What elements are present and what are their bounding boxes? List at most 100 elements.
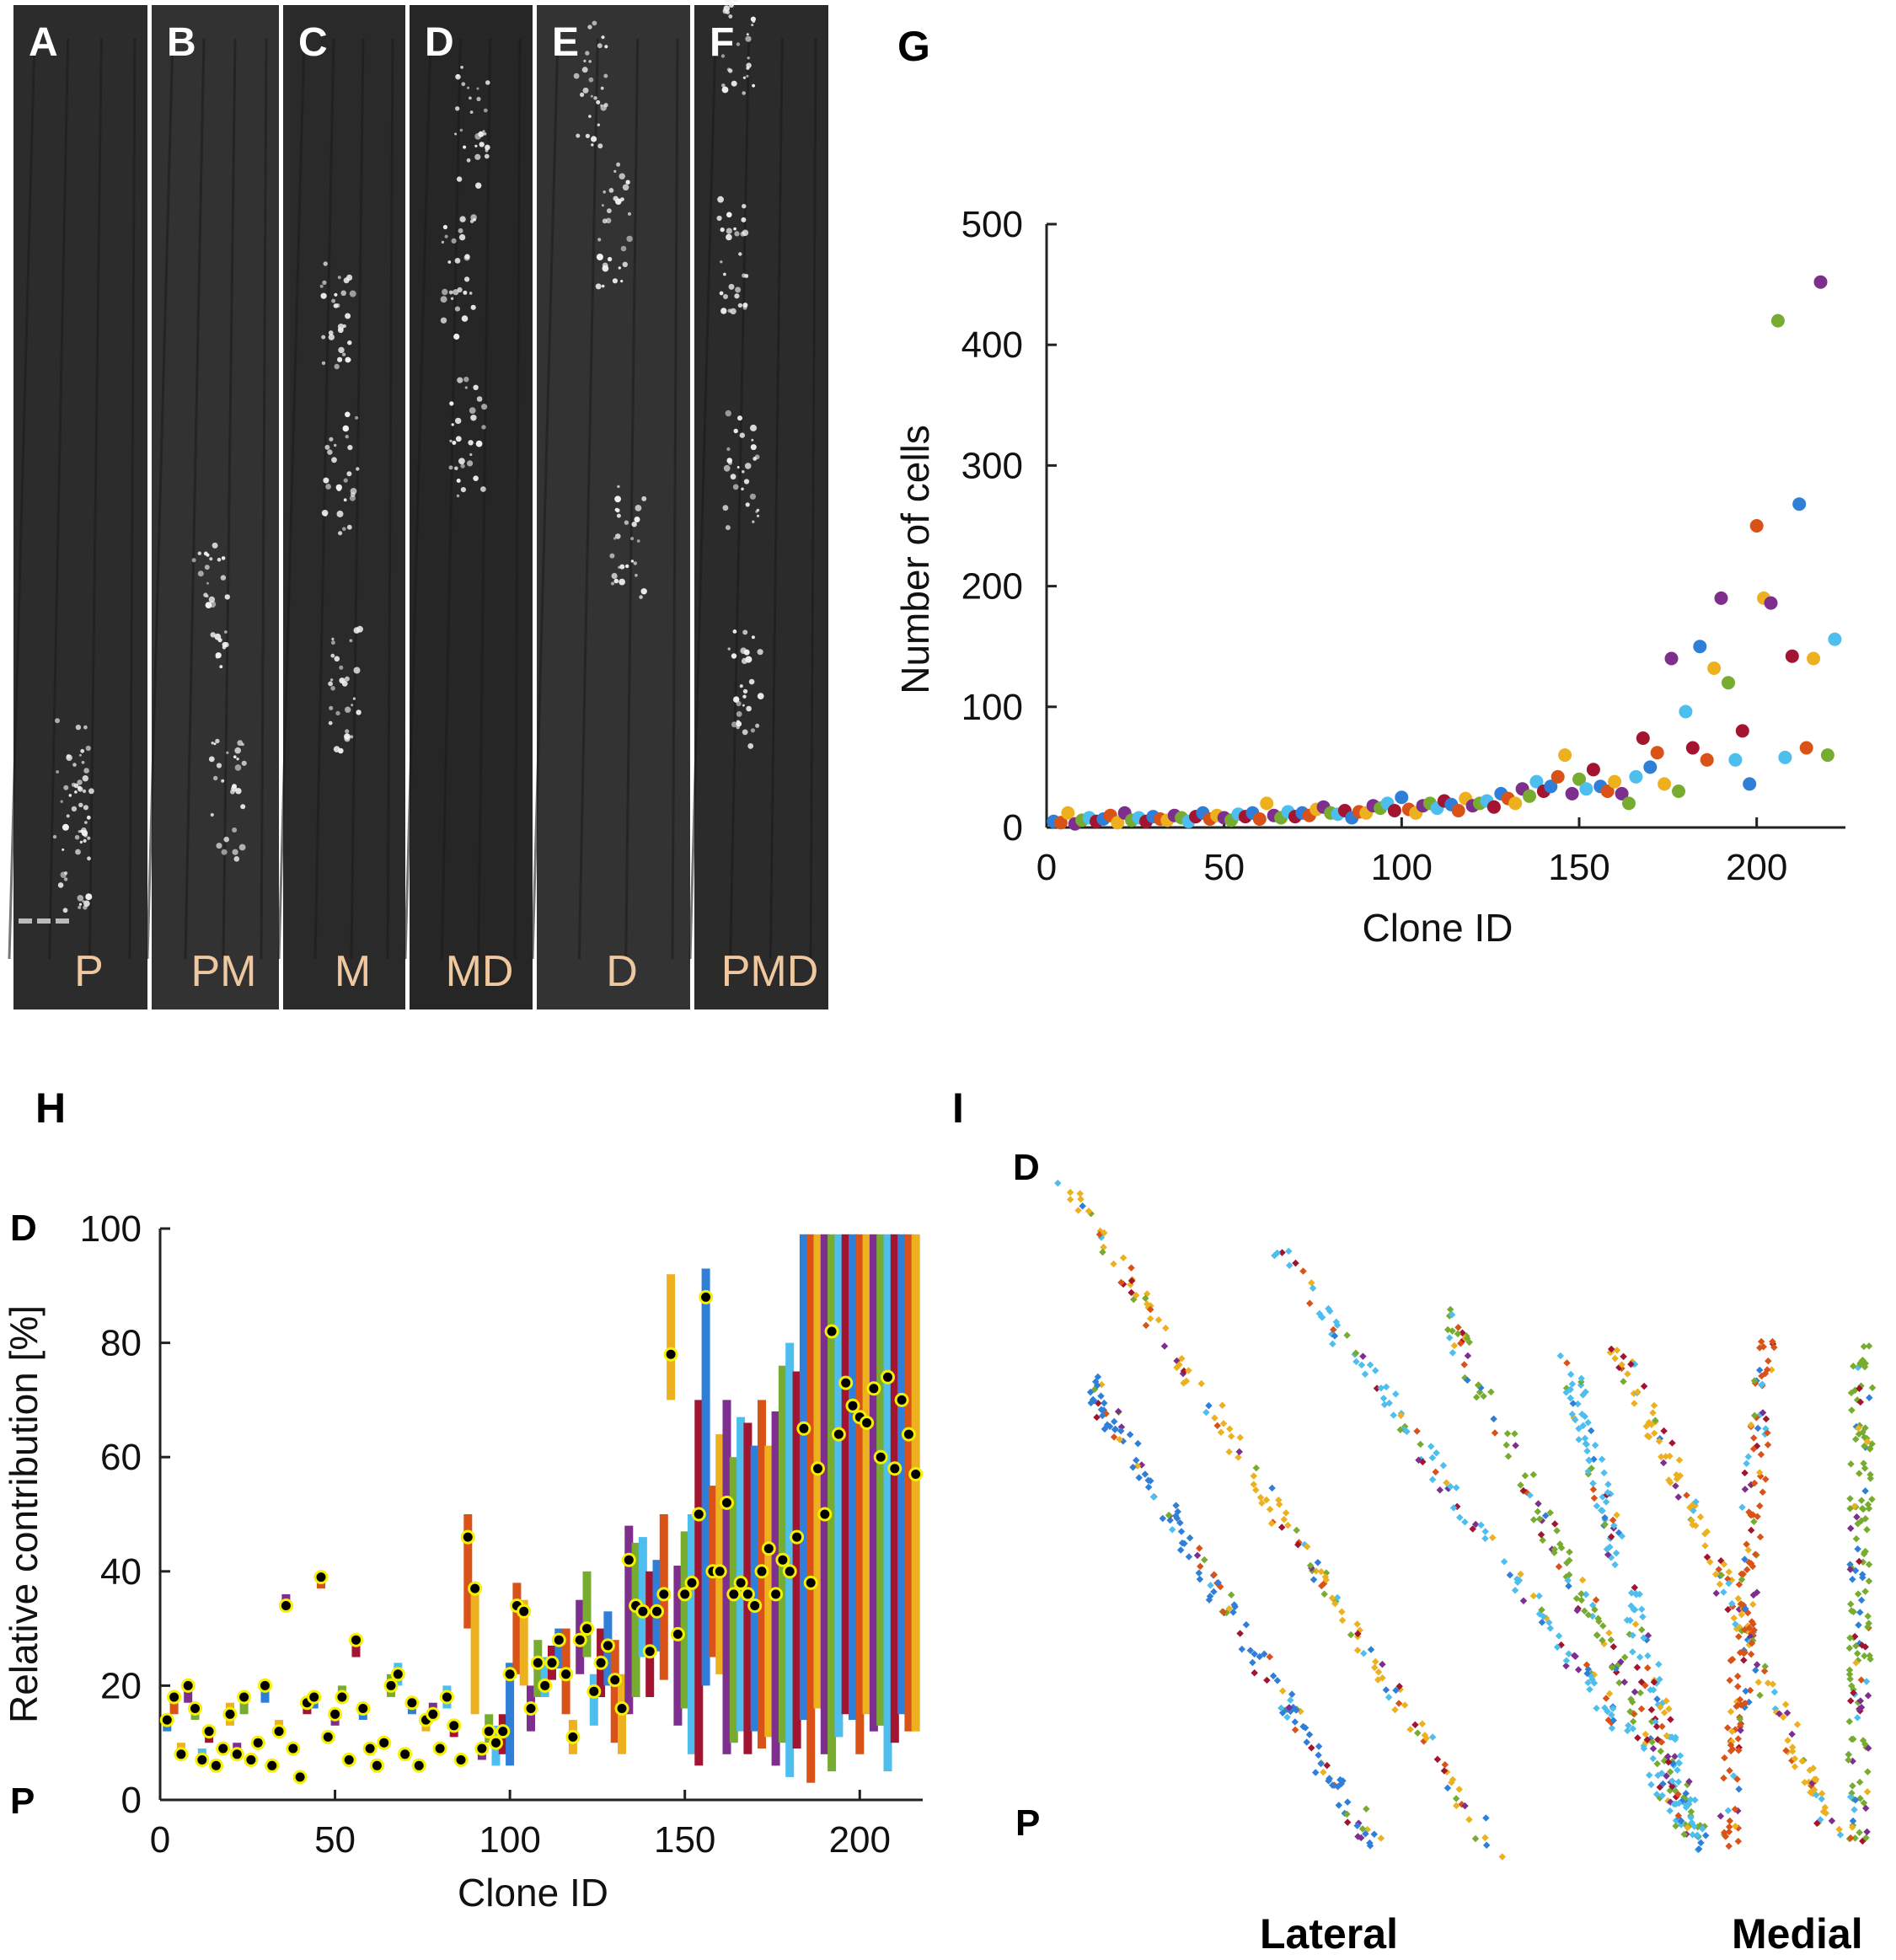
labeled-cell xyxy=(233,856,240,862)
labeled-cell xyxy=(345,411,351,418)
g-data-point xyxy=(1700,752,1714,767)
labeled-cell xyxy=(742,76,747,80)
i-cell-point xyxy=(1668,1733,1676,1741)
h-range-bar xyxy=(554,1628,564,1669)
i-cell-point xyxy=(1317,1759,1325,1768)
labeled-cell xyxy=(611,572,618,580)
i-cell-point xyxy=(1116,1435,1123,1443)
labeled-cell xyxy=(730,308,736,315)
i-cell-point xyxy=(1867,1475,1874,1482)
i-cell-point xyxy=(1541,1512,1550,1519)
i-cell-point xyxy=(1848,1823,1856,1831)
labeled-cell xyxy=(628,212,631,216)
i-cell-point xyxy=(1701,1542,1709,1550)
labeled-cell xyxy=(742,688,748,694)
h-range-bar xyxy=(701,1268,710,1686)
i-cell-point xyxy=(1449,1327,1456,1335)
i-cell-point xyxy=(1657,1748,1665,1755)
i-cell-point xyxy=(1460,1361,1468,1368)
labeled-cell xyxy=(597,238,602,242)
i-cell-point xyxy=(1275,1501,1283,1508)
i-cell-point xyxy=(1395,1700,1403,1707)
h-median-marker xyxy=(398,1747,413,1762)
labeled-cell xyxy=(480,486,486,492)
i-cell-point xyxy=(1219,1608,1227,1616)
labeled-cell xyxy=(596,99,601,104)
micrograph-a xyxy=(13,5,147,1009)
g-data-point xyxy=(1636,731,1650,745)
fin-ray xyxy=(128,38,137,960)
i-cell-point xyxy=(1735,1632,1743,1641)
labeled-cell xyxy=(475,440,483,447)
i-cell-point xyxy=(1585,1457,1593,1465)
labeled-cell xyxy=(223,836,230,843)
labeled-cell xyxy=(451,238,457,244)
labeled-cell xyxy=(346,524,352,530)
i-cell-point xyxy=(1850,1689,1857,1697)
labeled-cell xyxy=(611,581,614,586)
g-data-point xyxy=(1764,596,1778,610)
i-cell-point xyxy=(1515,1577,1524,1584)
labeled-cell xyxy=(602,218,608,224)
g-data-point xyxy=(1579,782,1593,796)
labeled-cell xyxy=(464,386,468,389)
i-cell-point xyxy=(1737,1701,1745,1709)
i-cell-point xyxy=(1649,1744,1658,1753)
labeled-cell xyxy=(616,513,621,518)
h-median-marker xyxy=(195,1753,210,1767)
fin-ray xyxy=(671,38,679,960)
i-cell-point xyxy=(1658,1722,1666,1731)
i-cell-point xyxy=(1626,1707,1634,1716)
i-cell-point xyxy=(1582,1591,1590,1599)
labeled-cell xyxy=(453,289,459,296)
labeled-cell xyxy=(82,789,87,794)
labeled-cell xyxy=(470,415,477,421)
h-median-marker xyxy=(656,1587,672,1602)
h-label-p: P xyxy=(10,1781,35,1822)
h-y-tick-label: 40 xyxy=(100,1551,142,1593)
g-data-point xyxy=(1693,640,1707,654)
i-cell-point xyxy=(1854,1590,1862,1598)
i-cell-point xyxy=(1809,1765,1818,1772)
fin-ray xyxy=(88,38,103,960)
labeled-cell xyxy=(355,415,359,420)
h-median-marker xyxy=(362,1741,378,1756)
i-cell-point xyxy=(1861,1652,1868,1660)
i-cell-point xyxy=(1149,1493,1158,1501)
micrograph-e xyxy=(537,5,690,1009)
i-cell-point xyxy=(1337,1780,1345,1788)
g-data-point xyxy=(1643,760,1658,774)
i-cell-point xyxy=(1768,1366,1775,1374)
i-cell-point xyxy=(1858,1504,1867,1513)
labeled-cell xyxy=(476,87,479,90)
labeled-cell xyxy=(464,254,470,260)
i-cell-point xyxy=(1599,1507,1606,1515)
labeled-cell xyxy=(215,655,219,659)
g-y-tick-label: 100 xyxy=(961,687,1023,728)
i-cell-point xyxy=(1481,1528,1489,1535)
h-median-marker xyxy=(726,1587,742,1602)
labeled-cell xyxy=(742,229,749,237)
i-cell-point xyxy=(1469,1525,1476,1533)
i-cell-point xyxy=(1480,1392,1487,1400)
i-cell-point xyxy=(1583,1669,1591,1678)
labeled-cell xyxy=(749,493,757,500)
i-cell-point xyxy=(1775,1710,1783,1717)
panel-letter-c: C xyxy=(298,20,328,65)
labeled-cell xyxy=(329,436,334,442)
labeled-cell xyxy=(345,706,351,713)
labeled-cell xyxy=(329,705,334,710)
i-cell-point xyxy=(1727,1707,1735,1716)
i-cell-point xyxy=(1675,1759,1683,1766)
i-cell-point xyxy=(1595,1617,1603,1625)
labeled-cell xyxy=(731,653,737,659)
i-cell-point xyxy=(1861,1465,1869,1472)
h-range-bar xyxy=(589,1673,598,1726)
i-cell-point xyxy=(1517,1481,1524,1489)
labeled-cell xyxy=(334,292,338,297)
i-cell-point xyxy=(1583,1447,1591,1455)
labeled-cell xyxy=(459,128,463,132)
i-cell-point xyxy=(1382,1686,1390,1694)
labeled-cell xyxy=(750,728,756,733)
labeled-cell xyxy=(463,377,469,383)
